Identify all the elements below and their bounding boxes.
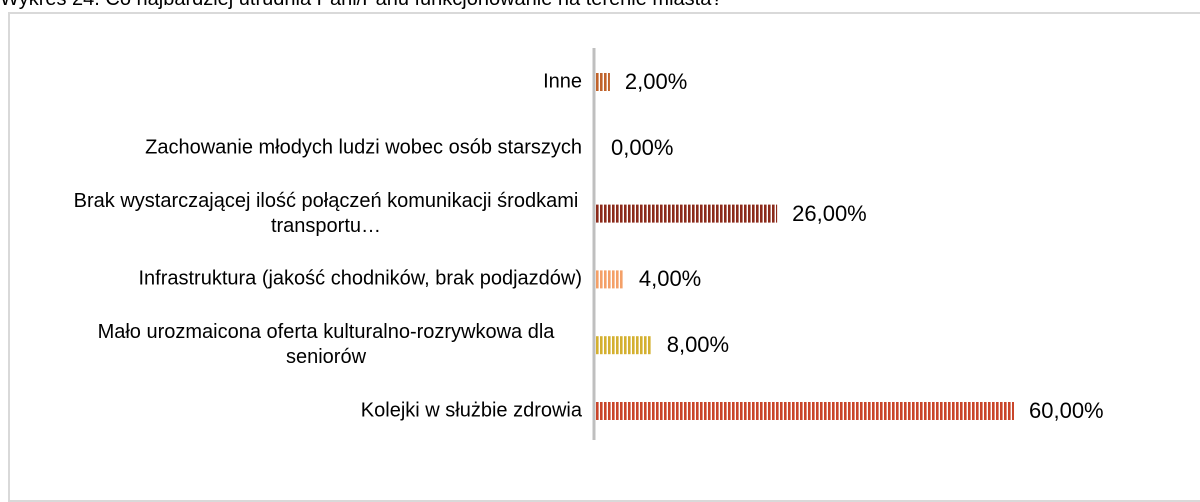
category-text: Kolejki w służbie zdrowia bbox=[360, 399, 582, 422]
category-label: Mało urozmaicona oferta kulturalno-rozry… bbox=[70, 320, 582, 370]
value-label: 0,00% bbox=[611, 134, 674, 160]
category-label: Kolejki w służbie zdrowia bbox=[70, 399, 582, 424]
chart-title: Wykres 24. Co najbardziej utrudnia Pani/… bbox=[0, 0, 722, 11]
category-label: Infrastruktura (jakość chodników, brak p… bbox=[70, 267, 582, 292]
bar bbox=[596, 336, 652, 355]
category-text: Mało urozmaicona oferta kulturalno-rozry… bbox=[97, 321, 555, 369]
bar bbox=[596, 270, 624, 289]
category-text: Brak wystarczającej ilość połączeń komun… bbox=[73, 189, 579, 237]
value-label: 2,00% bbox=[624, 69, 688, 94]
category-label: Inne bbox=[70, 70, 582, 95]
bar bbox=[596, 204, 778, 223]
bar bbox=[596, 73, 610, 91]
category-text: Inne bbox=[543, 70, 582, 93]
category-text: Zachowanie młodych ludzi wobec osób star… bbox=[145, 136, 582, 159]
category-text: Infrastruktura (jakość chodników, brak p… bbox=[138, 267, 582, 290]
value-label: 60,00% bbox=[1029, 398, 1104, 423]
value-label: 4,00% bbox=[638, 266, 702, 292]
value-label: 8,00% bbox=[666, 332, 730, 358]
category-label: Zachowanie młodych ludzi wobec osób star… bbox=[70, 135, 582, 160]
value-label: 26,00% bbox=[792, 200, 867, 226]
chart bbox=[592, 48, 1014, 440]
category-label: Brak wystarczającej ilość połączeń komun… bbox=[70, 189, 582, 239]
bar bbox=[596, 402, 1014, 420]
